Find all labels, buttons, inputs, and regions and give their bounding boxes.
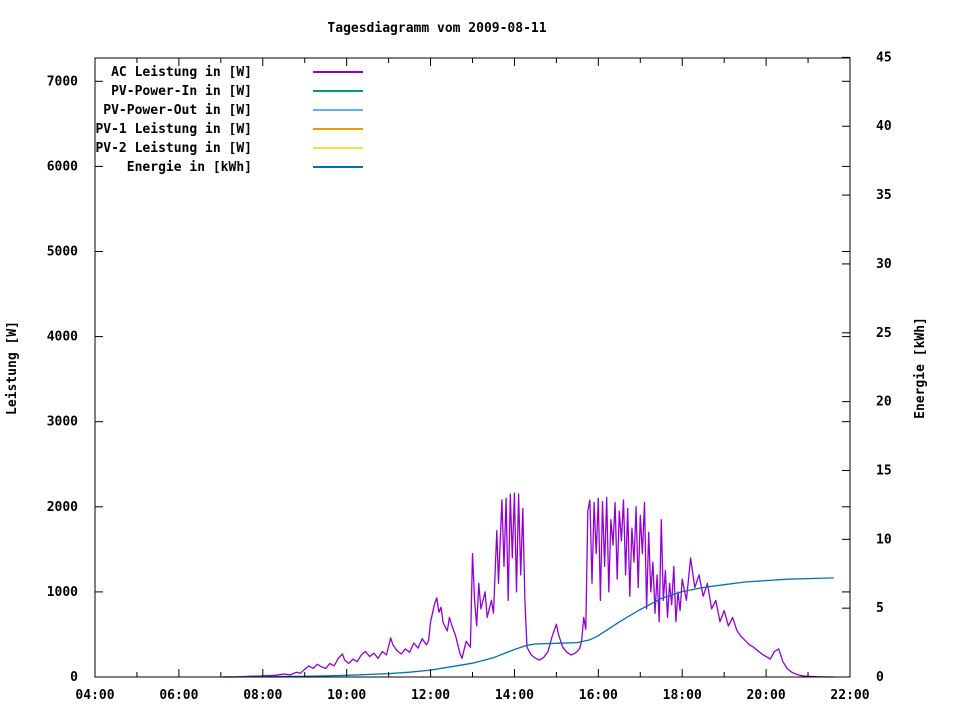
y1-tick-label: 1000 bbox=[47, 585, 78, 600]
y2-tick-label: 35 bbox=[876, 188, 892, 203]
y1-axis-label: Leistung [W] bbox=[5, 321, 20, 415]
legend-label: PV-2 Leistung in [W] bbox=[95, 141, 252, 156]
legend-label: AC Leistung in [W] bbox=[111, 65, 252, 80]
y1-tick-label: 3000 bbox=[47, 415, 78, 430]
y2-tick-label: 25 bbox=[876, 326, 892, 341]
x-tick-label: 22:00 bbox=[830, 688, 869, 703]
y2-tick-label: 5 bbox=[876, 601, 884, 616]
y1-tick-label: 4000 bbox=[47, 330, 78, 345]
legend-label: PV-1 Leistung in [W] bbox=[95, 122, 252, 137]
plot-area: 04:00 06:00 08:00 10:00 12:00 14:00 16:00 18:00… bbox=[47, 50, 892, 703]
legend-label: Energie in [kWh] bbox=[127, 160, 252, 175]
x-tick-label: 10:00 bbox=[327, 688, 366, 703]
y1-tick-label: 6000 bbox=[47, 159, 78, 174]
y1-tick-label: 2000 bbox=[47, 500, 78, 515]
y2-tick-label: 45 bbox=[876, 50, 892, 65]
x-tick-label: 16:00 bbox=[579, 688, 618, 703]
x-tick-label: 14:00 bbox=[495, 688, 534, 703]
y2-tick-label: 0 bbox=[876, 670, 884, 685]
x-tick-label: 20:00 bbox=[747, 688, 786, 703]
y2-tick-label: 40 bbox=[876, 119, 892, 134]
y1-tick-label: 5000 bbox=[47, 245, 78, 260]
series-line bbox=[222, 492, 834, 678]
y2-tick-label: 30 bbox=[876, 257, 892, 272]
y1-tick-label: 0 bbox=[70, 670, 78, 685]
x-tick-label: 04:00 bbox=[75, 688, 114, 703]
y2-tick-label: 10 bbox=[876, 532, 892, 547]
legend-label: PV-Power-Out in [W] bbox=[103, 103, 252, 118]
y1-tick-label: 7000 bbox=[47, 74, 78, 89]
x-tick-label: 06:00 bbox=[159, 688, 198, 703]
chart-title: Tagesdiagramm vom 2009-08-11 bbox=[327, 21, 546, 36]
x-tick-label: 08:00 bbox=[243, 688, 282, 703]
series-line bbox=[222, 577, 834, 678]
x-tick-label: 18:00 bbox=[663, 688, 702, 703]
y2-axis-label: Energie [kWh] bbox=[913, 317, 928, 419]
x-tick-label: 12:00 bbox=[411, 688, 450, 703]
legend-label: PV-Power-In in [W] bbox=[111, 84, 252, 99]
y2-tick-label: 20 bbox=[876, 395, 892, 410]
y2-tick-label: 15 bbox=[876, 463, 892, 478]
